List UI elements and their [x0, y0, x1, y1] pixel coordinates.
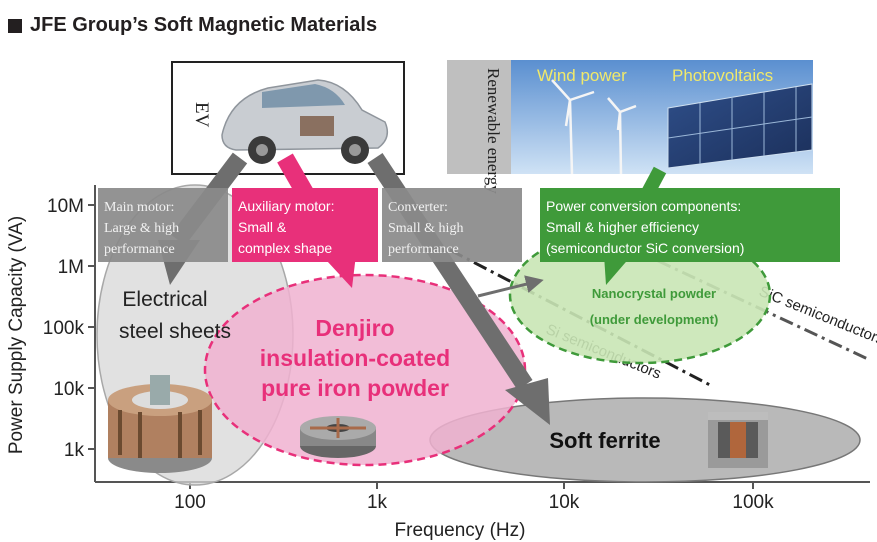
converter-text: Converter: Small & high performance [388, 200, 467, 257]
title-square-icon [8, 18, 22, 33]
arrow-head-soft-ferrite-icon [505, 378, 550, 425]
steel-label-line2: steel sheets [119, 320, 231, 343]
denjiro-label-line1: Denjiro [315, 315, 394, 341]
y-tick-label: 100k [43, 318, 85, 339]
nanocrystal-label-line1: Nanocrystal powder [592, 286, 716, 301]
renewable-label-text: Renewable energy [484, 68, 503, 194]
figure-title-text: JFE Group’s Soft Magnetic Materials [30, 14, 378, 36]
y-tick-label: 1k [64, 440, 85, 461]
denjiro-label-line3: pure iron powder [261, 375, 449, 401]
steel-label-line1: Electrical [122, 288, 207, 311]
photovoltaics-label: Photovoltaics [672, 66, 773, 85]
x-tick-label: 1k [367, 492, 388, 513]
ev-panel: EV [171, 61, 405, 175]
power-conversion-text: Power conversion components: Small & hig… [546, 198, 745, 256]
y-tick-label: 1M [58, 257, 84, 278]
x-tick-label: 100 [174, 492, 206, 513]
y-tick-label: 10M [47, 196, 84, 217]
main-motor-box [98, 188, 228, 262]
renewable-label: Renewable energy [484, 68, 503, 194]
denjiro-label-line2: insulation-coated [260, 345, 450, 371]
x-tick-label: 100k [732, 492, 774, 513]
figure-title: JFE Group’s Soft Magnetic Materials [8, 14, 377, 37]
wind-power-photo [511, 60, 663, 174]
category-boxes: Main motor: Large & high performance Aux… [98, 188, 840, 262]
main-motor-text: Main motor: Large & high performance [104, 200, 183, 257]
wind-power-label: Wind power [537, 66, 627, 85]
x-tick-label: 10k [549, 492, 580, 513]
y-axis-title: Power Supply Capacity (VA) [6, 216, 27, 454]
nanocrystal-label-line2: (under development) [590, 312, 719, 327]
arrow-to-nanocrystal [477, 275, 544, 298]
converter-box [382, 188, 522, 262]
car-image [221, 79, 389, 164]
power-conversion-box [540, 188, 840, 262]
aux-motor-text: Auxiliary motor: Small & complex shape [238, 198, 338, 256]
x-axis-title: Frequency (Hz) [395, 520, 526, 541]
ferrite-core-image [708, 412, 768, 468]
aux-motor-box [232, 188, 378, 262]
y-tick-label: 10k [53, 379, 84, 400]
wind-turbines [551, 79, 637, 175]
axes: 10M 1M 100k 10k 1k 100 1k 10k 100k Frequ… [6, 185, 870, 541]
pv-grid [667, 87, 813, 164]
ev-label: EV [191, 102, 212, 128]
ferrite-label: Soft ferrite [549, 428, 660, 453]
stator-motor-image [108, 375, 212, 473]
renewable-panel: Renewable energy Wind power Photovoltaic… [447, 60, 813, 194]
powder-core-disc-image [300, 416, 376, 458]
renewable-label-box [447, 60, 511, 174]
